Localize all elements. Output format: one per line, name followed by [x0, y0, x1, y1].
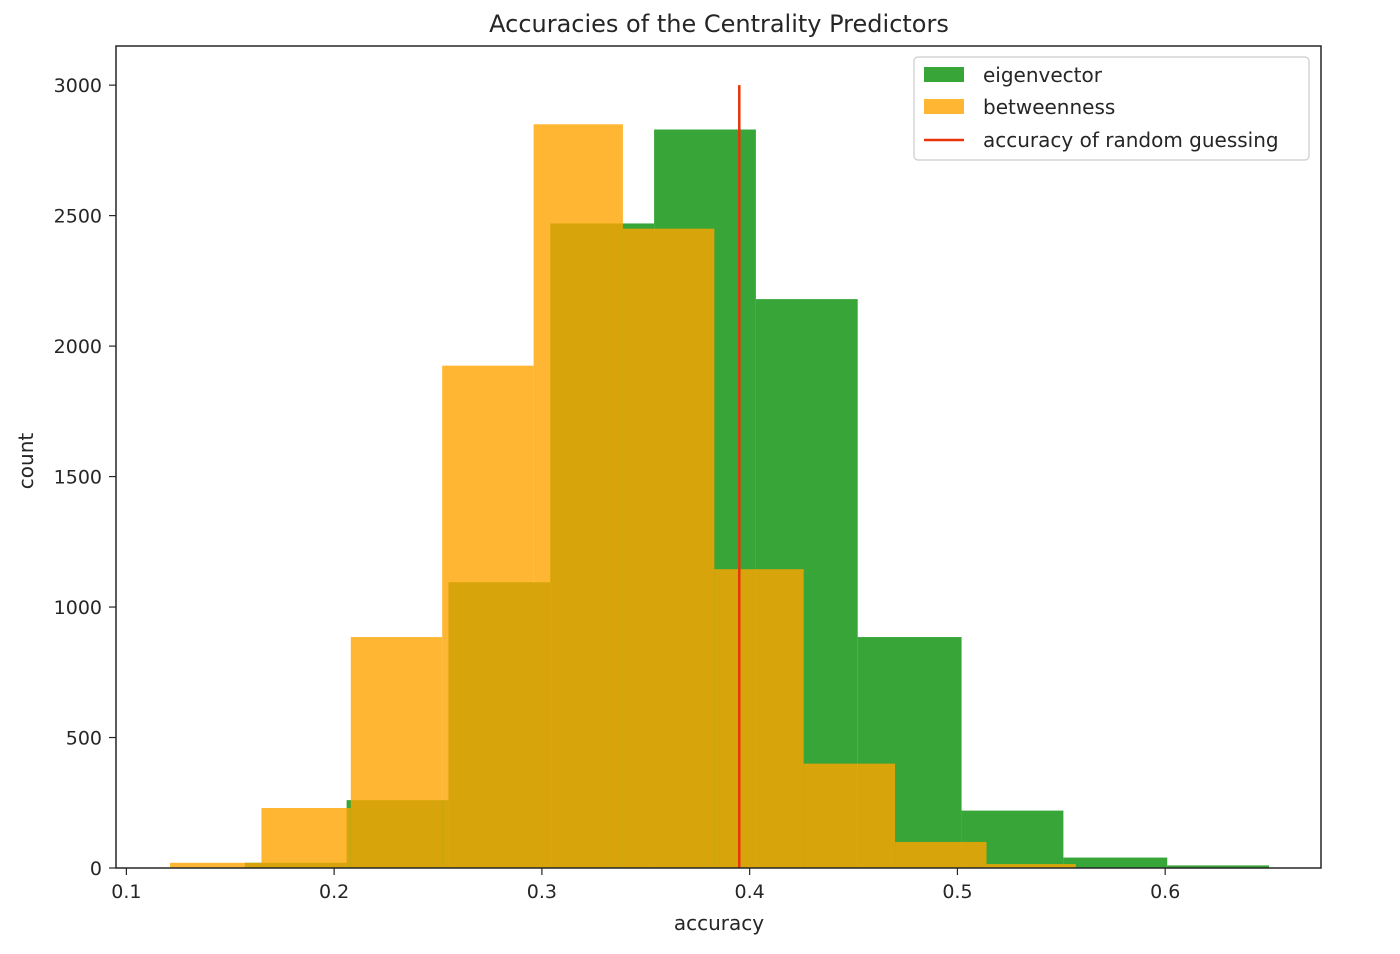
bar-betweenness-3	[442, 366, 533, 868]
x-tick-label: 0.6	[1150, 881, 1180, 903]
x-tick-label: 0.5	[942, 881, 972, 903]
legend-swatch-betweenness	[924, 99, 964, 114]
bar-eigenvector-8	[1063, 858, 1167, 868]
chart-title: Accuracies of the Centrality Predictors	[489, 10, 949, 38]
bar-betweenness-5	[623, 229, 714, 868]
x-tick-label: 0.4	[735, 881, 765, 903]
legend-label-betweenness: betweenness	[983, 95, 1115, 119]
bar-betweenness-6	[714, 569, 803, 868]
bar-betweenness-2	[351, 637, 442, 868]
y-tick-label: 1500	[54, 467, 102, 489]
y-tick-label: 1000	[54, 597, 102, 619]
legend-swatch-eigenvector	[924, 67, 964, 82]
x-tick-label: 0.2	[319, 881, 349, 903]
bar-betweenness-7	[804, 764, 895, 868]
legend-label-random-guessing: accuracy of random guessing	[983, 128, 1279, 152]
y-tick-label: 500	[66, 728, 102, 750]
x-tick-label: 0.3	[527, 881, 557, 903]
y-axis-label: count	[14, 433, 38, 490]
y-tick-label: 2000	[54, 336, 102, 358]
y-tick-label: 3000	[54, 75, 102, 97]
legend: eigenvector betweenness accuracy of rand…	[914, 57, 1309, 160]
bar-betweenness-8	[895, 842, 986, 868]
bar-betweenness-0	[170, 863, 261, 868]
bar-betweenness-4	[534, 124, 623, 868]
x-tick-label: 0.1	[111, 881, 141, 903]
y-tick-label: 0	[90, 858, 102, 880]
legend-label-eigenvector: eigenvector	[983, 63, 1103, 87]
plot-area	[116, 46, 1321, 868]
bar-betweenness-1	[261, 808, 350, 868]
y-tick-label: 2500	[54, 206, 102, 228]
x-axis-label: accuracy	[674, 911, 764, 935]
